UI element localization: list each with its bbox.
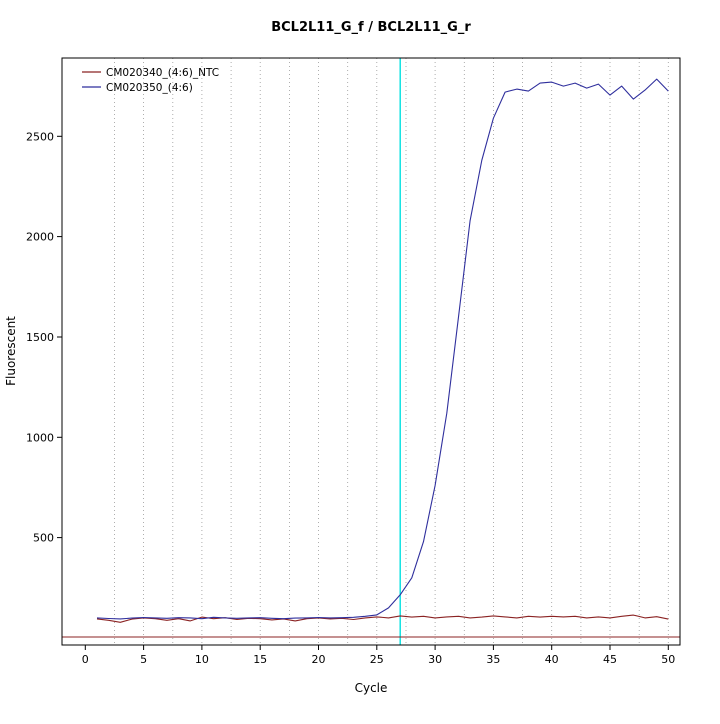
- x-tick-label: 25: [370, 653, 384, 666]
- annotation-layer: [62, 58, 680, 645]
- x-tick-label: 10: [195, 653, 209, 666]
- x-tick-label: 30: [428, 653, 442, 666]
- x-axis-label: Cycle: [355, 681, 388, 695]
- legend-label-sample: CM020350_(4:6): [106, 82, 193, 94]
- y-tick-label: 2500: [26, 130, 54, 143]
- x-tick-label: 50: [661, 653, 675, 666]
- legend: CM020340_(4:6)_NTC CM020350_(4:6): [82, 67, 219, 94]
- series-layer: [96, 78, 669, 623]
- y-tick-label: 2000: [26, 231, 54, 244]
- y-axis-label: Fluorescent: [4, 316, 18, 386]
- x-tick-label: 20: [312, 653, 326, 666]
- x-tick-label: 40: [545, 653, 559, 666]
- series-line-sample: [96, 78, 669, 620]
- x-tick-label: 5: [140, 653, 147, 666]
- series-line-ntc: [96, 614, 669, 623]
- x-tick-label: 0: [82, 653, 89, 666]
- x-tick-label: 35: [486, 653, 500, 666]
- y-tick-label: 1500: [26, 331, 54, 344]
- x-tick-label: 45: [603, 653, 617, 666]
- y-tick-label: 1000: [26, 431, 54, 444]
- plot-border-box: [61, 57, 681, 646]
- x-tick-label: 15: [253, 653, 267, 666]
- chart-title: BCL2L11_G_f / BCL2L11_G_r: [271, 20, 471, 35]
- axis-layer: 0 5 10 15 20 25 30 35 40 45 50 500 1000 1500 2000 2500: [26, 130, 675, 666]
- legend-label-ntc: CM020340_(4:6)_NTC: [106, 67, 219, 79]
- grid-layer: [114, 58, 669, 645]
- y-tick-label: 500: [33, 532, 54, 545]
